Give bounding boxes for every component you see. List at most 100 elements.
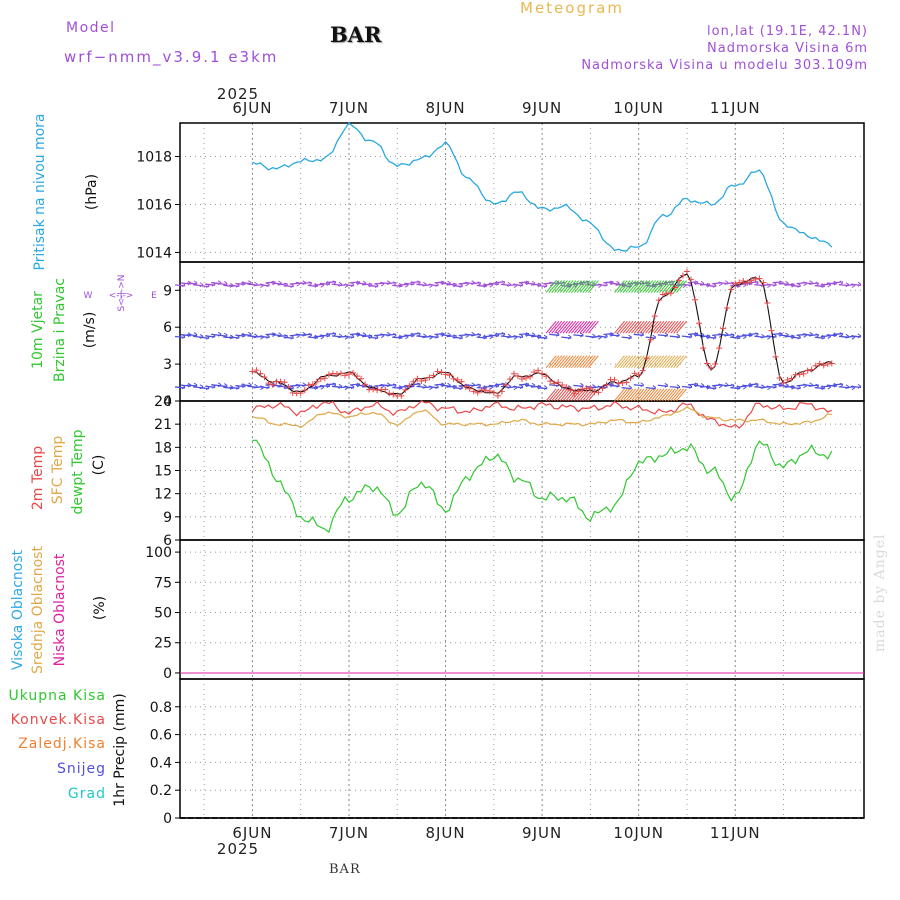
ytick-label: 15 — [154, 464, 172, 480]
legend-conv-precip: Konvek.Kisa — [10, 712, 106, 728]
ytick-label: 0.8 — [150, 700, 172, 716]
storm-hatch-line — [614, 355, 625, 368]
gust-marker — [575, 388, 582, 395]
gust-marker — [390, 391, 397, 398]
bottom-day-label: 10JUN — [613, 824, 664, 842]
gust-marker — [329, 370, 336, 377]
storm-hatch-line — [571, 320, 582, 334]
storm-hatch-line — [559, 388, 571, 402]
gust-marker — [728, 286, 735, 293]
storm-hatch-line — [662, 388, 673, 402]
gust-marker — [651, 313, 658, 320]
storm-hatch-line — [588, 320, 599, 334]
ytick-label: 21 — [154, 417, 172, 433]
storm-hatch-line — [571, 280, 582, 293]
storm-hatch-line — [647, 320, 659, 334]
gust-marker — [551, 380, 558, 387]
ytick-label: 0.6 — [150, 728, 172, 744]
storm-hatch-line — [562, 280, 574, 293]
gust-marker — [341, 372, 348, 379]
gust-marker — [812, 362, 819, 369]
storm-hatch-line — [557, 320, 568, 334]
gust-marker — [305, 382, 312, 389]
storm-hatch-line — [582, 388, 594, 402]
gust-marker — [671, 284, 678, 291]
gust-marker — [535, 367, 542, 374]
storm-hatch-line — [551, 280, 563, 293]
gust-marker — [261, 374, 268, 381]
gust-marker — [506, 376, 513, 383]
gust-marker — [619, 379, 626, 386]
gust-marker — [345, 371, 352, 378]
model-label: Model — [66, 20, 116, 36]
gust-marker — [647, 336, 654, 343]
storm-hatch-line — [545, 388, 557, 402]
wind-ylabel: 10m Vjetar — [30, 291, 46, 369]
gust-marker — [317, 376, 324, 383]
gust-marker — [627, 375, 634, 382]
location-coords: lon,lat (19.1E, 42.1N) — [707, 24, 868, 39]
gust-marker — [257, 370, 264, 377]
storm-hatch-line — [579, 355, 591, 368]
gust-marker — [313, 378, 320, 385]
wind-arrow-head — [628, 334, 632, 340]
storm-hatch-line — [562, 320, 574, 334]
top-day-label: 6JUN — [232, 99, 272, 117]
gust-marker — [265, 380, 272, 387]
storm-hatch-line — [568, 280, 580, 293]
gust-marker — [772, 353, 779, 360]
gust-marker — [712, 360, 719, 367]
ytick-label: 0 — [163, 811, 172, 827]
storm-hatch-line — [551, 320, 563, 334]
footer-station: BAR — [329, 862, 361, 877]
gust-marker — [704, 360, 711, 367]
ytick-label: 6 — [163, 533, 172, 549]
storm-hatch-line — [625, 388, 637, 402]
gust-marker — [426, 374, 433, 381]
storm-hatch-line — [554, 388, 565, 402]
storm-hatch-line — [676, 355, 687, 368]
t2m-line — [251, 400, 833, 429]
storm-hatch-line — [571, 355, 582, 368]
gust-marker — [494, 392, 501, 399]
chart-type-title: Meteogram — [520, 0, 624, 17]
compass-west: W — [84, 291, 93, 301]
storm-hatch-line — [545, 355, 557, 368]
gust-marker — [430, 372, 437, 379]
storm-hatch-line — [585, 280, 596, 293]
panel-temperature: 6 9 12 15 18 21 24 — [154, 394, 865, 549]
gust-marker — [309, 381, 316, 388]
storm-hatch-line — [664, 320, 676, 334]
station-altitude: Nadmorska Visina 6m — [707, 41, 868, 56]
storm-hatch-line — [659, 280, 670, 293]
gust-marker — [498, 388, 505, 395]
storm-hatch-line — [585, 388, 596, 402]
storm-hatch-line — [616, 280, 628, 293]
gust-marker — [249, 368, 256, 375]
storm-hatch-line — [576, 320, 588, 334]
gust-marker — [438, 369, 445, 376]
top-day-label: 11JUN — [710, 99, 761, 117]
storm-hatch-line — [579, 280, 591, 293]
pressure-ylabel: Pritisak na nivou mora — [32, 113, 48, 270]
storm-hatch-line — [659, 388, 670, 402]
storm-hatch-line — [554, 280, 565, 293]
storm-hatch-line — [673, 320, 685, 334]
temp-ylabel-2m: 2m Temp — [30, 446, 46, 510]
cloud-ylabel-unit: (%) — [92, 596, 108, 620]
gust-marker — [555, 379, 562, 386]
gust-marker — [643, 355, 650, 362]
gust-marker — [683, 268, 690, 275]
gust-marker — [514, 373, 521, 380]
storm-hatch-line — [573, 280, 585, 293]
gust-marker — [386, 390, 393, 397]
gust-marker — [740, 278, 747, 285]
gust-marker — [828, 360, 835, 367]
gust-marker — [808, 366, 815, 373]
panel-frame — [179, 400, 865, 541]
storm-hatch-line — [642, 280, 654, 293]
gust-marker — [820, 362, 827, 369]
gust-marker — [510, 370, 517, 377]
gust-marker — [350, 369, 357, 376]
